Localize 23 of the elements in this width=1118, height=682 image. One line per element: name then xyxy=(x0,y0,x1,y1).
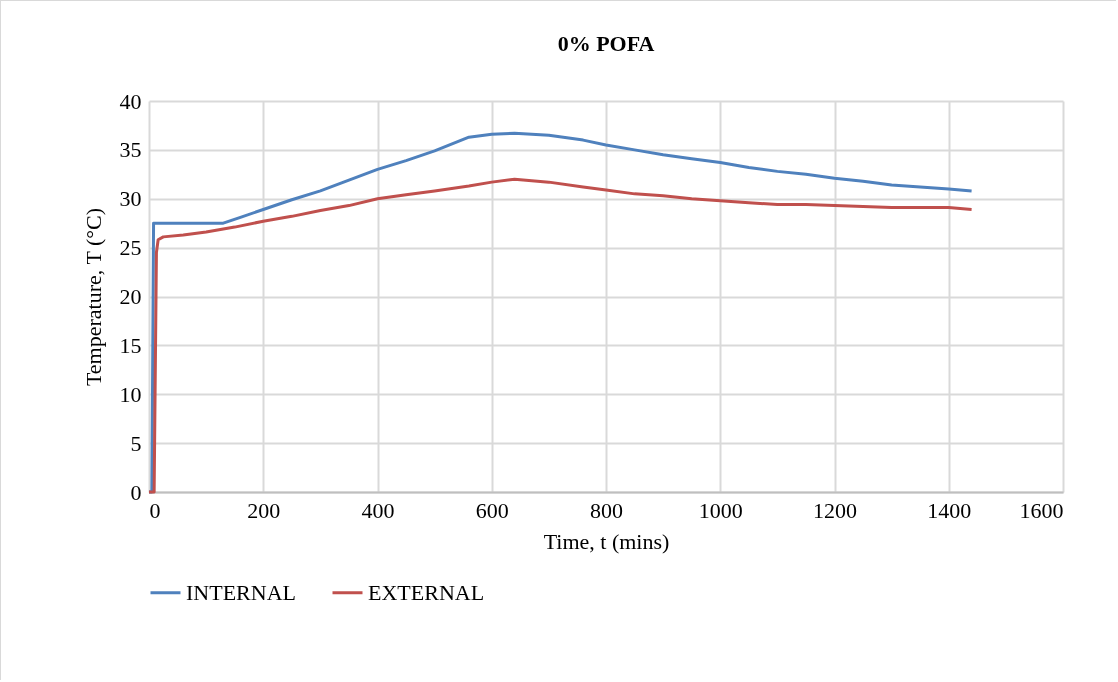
chart-title: 0% POFA xyxy=(557,31,655,56)
legend-label: INTERNAL xyxy=(186,579,296,605)
x-tick-label: 1600 xyxy=(1019,497,1064,523)
y-tick-label: 35 xyxy=(119,137,142,163)
x-tick-label: 1400 xyxy=(927,497,972,523)
x-tick-label: 800 xyxy=(590,497,623,523)
y-tick-label: 30 xyxy=(119,186,142,212)
y-tick-label: 20 xyxy=(119,284,142,309)
x-tick-label: 0 xyxy=(149,497,161,523)
y-axis-title: Temperature, T (°C) xyxy=(80,207,106,387)
x-tick-label: 1000 xyxy=(698,497,743,523)
y-tick-label: 5 xyxy=(130,430,142,456)
x-tick-label: 1200 xyxy=(813,497,857,523)
x-tick-label: 400 xyxy=(361,497,395,523)
x-axis-title: Time, t (mins) xyxy=(543,528,670,554)
y-tick-label: 40 xyxy=(119,88,142,114)
legend-label: EXTERNAL xyxy=(368,579,485,605)
y-tick-label: 15 xyxy=(119,332,142,358)
y-tick-label: 0 xyxy=(130,479,142,505)
y-tick-label: 10 xyxy=(119,381,142,407)
y-tick-label: 25 xyxy=(119,235,142,261)
x-tick-label: 200 xyxy=(247,497,281,523)
x-tick-label: 600 xyxy=(475,497,509,523)
